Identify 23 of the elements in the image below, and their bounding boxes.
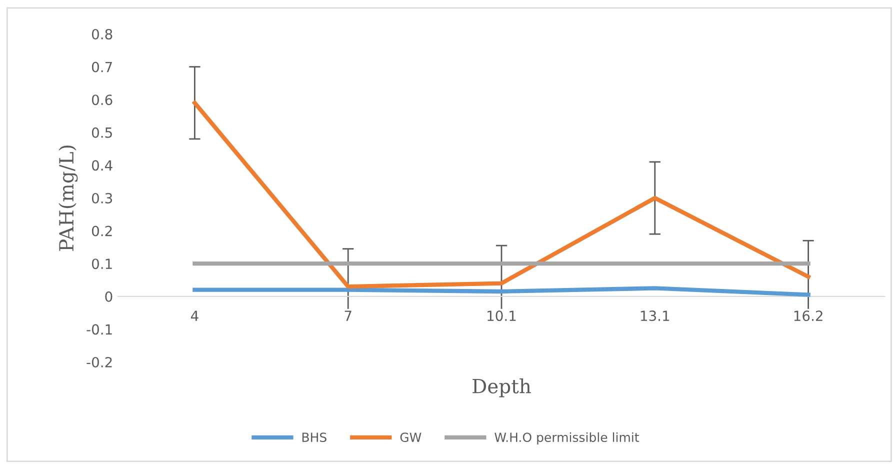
x-tick-label: 16.2 bbox=[794, 310, 822, 322]
x-tick-label: 13.1 bbox=[640, 310, 670, 322]
y-tick-label: -0.2 bbox=[86, 356, 112, 368]
line-series bbox=[192, 286, 810, 297]
x-tick-label: 4 bbox=[190, 310, 198, 321]
legend-label: GW bbox=[400, 432, 422, 442]
y-tick-label: 0.1 bbox=[92, 258, 112, 270]
y-tick-label: 0.5 bbox=[92, 127, 112, 138]
x-tick-label: 7 bbox=[344, 310, 352, 321]
y-tick-label: 0.4 bbox=[92, 160, 112, 171]
legend-label: W.H.O permissible limit bbox=[494, 432, 639, 444]
x-tick-label: 10.1 bbox=[488, 310, 516, 322]
x-axis-title: Depth bbox=[472, 378, 531, 398]
line-series bbox=[192, 100, 810, 289]
y-tick-label: 0.6 bbox=[92, 94, 112, 106]
y-axis-title: PAH(mg/L) bbox=[58, 146, 78, 251]
y-tick-label: -0.1 bbox=[86, 324, 112, 335]
y-tick-label: 0 bbox=[105, 291, 112, 302]
y-tick-label: 0.7 bbox=[92, 62, 112, 72]
y-tick-label: 0.3 bbox=[92, 192, 112, 204]
legend-label: BHS bbox=[302, 432, 326, 442]
y-tick-label: 0.8 bbox=[92, 28, 112, 40]
y-tick-label: 0.2 bbox=[92, 226, 112, 236]
